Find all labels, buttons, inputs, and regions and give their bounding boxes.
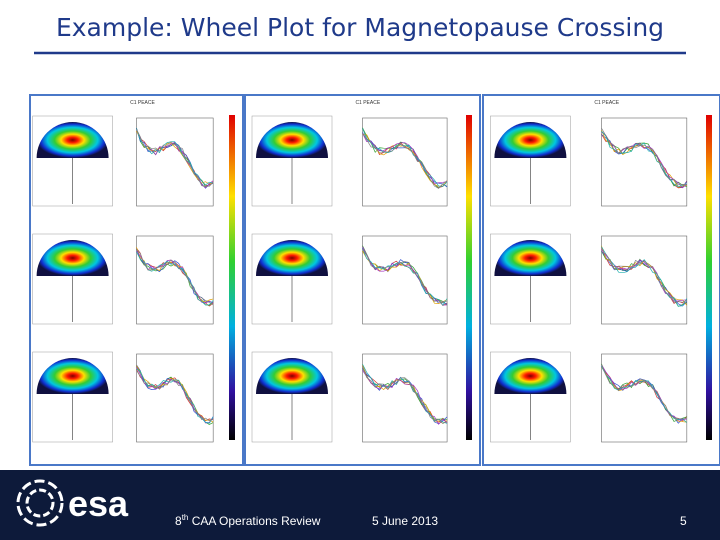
esa-logo: esa: [16, 479, 129, 527]
spectrum-frame: [362, 235, 448, 325]
spectrum-line: [362, 366, 448, 424]
wheel: [36, 240, 109, 276]
spectrum-line: [136, 251, 214, 306]
wheel-frame: [32, 351, 113, 443]
panel-label: C1 PEACE: [130, 100, 155, 106]
spectrum-line: [601, 250, 687, 307]
spectrum-frame: [601, 235, 688, 325]
spectrum-line: [362, 248, 448, 302]
spectrum-line: [601, 251, 687, 303]
wheel-frame: [490, 351, 571, 443]
colorbar: [466, 115, 472, 440]
event-name: CAA Operations Review: [188, 514, 320, 528]
wheel: [36, 122, 109, 158]
spectrum-line: [362, 133, 448, 189]
spectrum-frame: [362, 353, 448, 443]
panel-label: C1 PEACE: [594, 100, 619, 106]
wheel-frame: [490, 115, 571, 207]
spectrum-line: [136, 250, 214, 304]
wheel-frame: [490, 233, 571, 325]
wheel-frame: [251, 233, 333, 325]
wheel-frame: [32, 233, 113, 325]
spectrum-frame: [136, 235, 214, 325]
spectrum-line: [362, 128, 448, 187]
spectrum-line: [601, 128, 687, 186]
wheel: [494, 357, 567, 394]
spectrum-line: [362, 245, 448, 306]
panel-label: C1 PEACE: [355, 100, 380, 106]
wheel: [256, 358, 328, 394]
spectrum-frame: [136, 353, 214, 443]
spectrum-line: [601, 364, 687, 420]
spectrum-frame: [601, 117, 688, 207]
spectrum-line: [601, 131, 687, 188]
wheel: [494, 239, 567, 276]
colorbar: [706, 115, 712, 440]
spectrum-frame: [362, 117, 448, 207]
logo-swirl: [25, 488, 55, 518]
wheel: [494, 121, 567, 158]
wheel: [36, 358, 109, 394]
spectrum-line: [601, 134, 688, 188]
wheel: [256, 122, 328, 158]
spectrum-line: [136, 365, 214, 425]
spectrum-line: [136, 249, 214, 306]
colorbar: [229, 115, 235, 440]
slide-title: Example: Wheel Plot for Magnetopause Cro…: [56, 13, 664, 42]
figure-panels: C1 PEACE C1 PEACE C1 PEACE: [29, 94, 720, 466]
spectrum-line: [362, 370, 448, 425]
logo-swirl: [16, 479, 64, 527]
spectrum-line: [136, 129, 214, 187]
wheel-frame: [32, 115, 113, 207]
spectrum-frame: [601, 353, 688, 443]
spectrum-frame: [136, 117, 214, 207]
footer-date: 5 June 2013: [372, 514, 438, 528]
wheel-frame: [251, 351, 333, 443]
footer-event: 8th CAA Operations Review: [175, 513, 321, 528]
event-suffix: th: [182, 513, 189, 522]
spectrum-line: [601, 249, 687, 302]
spectrum-line: [136, 128, 214, 186]
spectrum-line: [362, 368, 448, 421]
spectrum-line: [362, 127, 448, 189]
wheel-frame: [251, 115, 333, 207]
footer-band: [0, 470, 720, 540]
spectrum-line: [136, 370, 214, 422]
page-number: 5: [680, 514, 687, 528]
logo-text: esa: [68, 483, 129, 524]
wheel: [256, 240, 328, 276]
event-number: 8: [175, 514, 182, 528]
